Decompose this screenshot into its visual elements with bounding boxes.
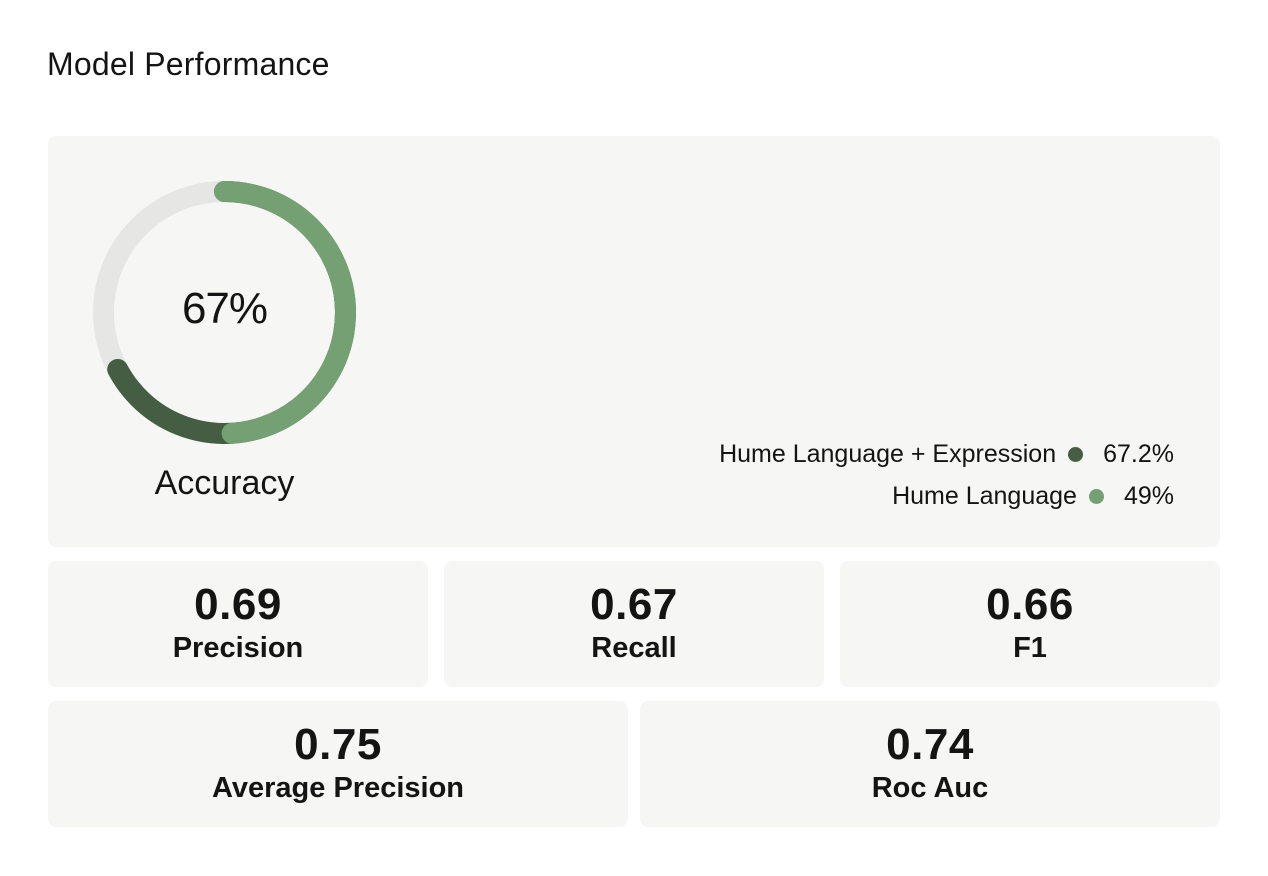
legend-label: Hume Language + Expression [719, 439, 1057, 468]
metric-card-average-precision: 0.75 Average Precision [48, 701, 628, 827]
accuracy-legend: Hume Language + Expression 67.2% Hume La… [719, 433, 1174, 517]
metric-label: Roc Auc [871, 772, 989, 804]
metric-value: 0.75 [294, 720, 382, 769]
accuracy-card [48, 136, 1220, 547]
metric-card-precision: 0.69 Precision [48, 561, 428, 687]
legend-dot-icon [1088, 488, 1104, 504]
metric-value: 0.74 [886, 720, 974, 769]
metric-value: 0.67 [590, 580, 678, 629]
metric-label: Average Precision [212, 772, 464, 804]
metric-label: Precision [172, 632, 304, 664]
metric-card-recall: 0.67 Recall [444, 561, 824, 687]
metric-value: 0.69 [194, 580, 282, 629]
accuracy-donut [93, 181, 356, 444]
accuracy-value: 67% [181, 284, 268, 333]
legend-value: 67.2% [1103, 439, 1174, 468]
page-title: Model Performance [47, 46, 330, 82]
legend-dot-icon [1068, 446, 1084, 462]
legend-item-language: Hume Language 49% [719, 475, 1174, 517]
legend-value: 49% [1123, 481, 1174, 510]
accuracy-label: Accuracy [154, 464, 295, 502]
legend-label: Hume Language [892, 481, 1077, 510]
metric-card-f1: 0.66 F1 [840, 561, 1220, 687]
donut-arc-language [214, 181, 356, 444]
legend-item-language-expression: Hume Language + Expression 67.2% [719, 433, 1174, 475]
metric-card-roc-auc: 0.74 Roc Auc [640, 701, 1220, 827]
metric-label: F1 [1013, 632, 1047, 664]
metric-value: 0.66 [986, 580, 1074, 629]
metric-label: Recall [591, 632, 677, 664]
